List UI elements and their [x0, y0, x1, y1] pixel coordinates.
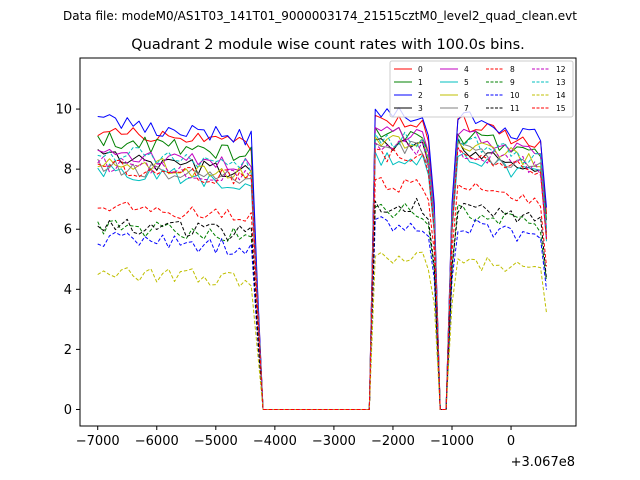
x-tick-label: −6000: [135, 434, 179, 449]
legend-label-7: 7: [464, 104, 469, 113]
legend-label-13: 13: [556, 78, 566, 87]
legend-label-8: 8: [510, 65, 515, 74]
plot-area: [80, 58, 576, 426]
legend-label-6: 6: [464, 91, 469, 100]
legend-label-1: 1: [418, 78, 423, 87]
legend-label-5: 5: [464, 78, 469, 87]
x-tick-label: −2000: [371, 434, 415, 449]
legend-label-10: 10: [510, 91, 520, 100]
legend-label-11: 11: [510, 104, 520, 113]
series-line-13: [97, 131, 547, 410]
y-axis: 0 2 4 6 8 10: [55, 103, 80, 418]
legend-label-2: 2: [418, 91, 423, 100]
series-line-9: [97, 202, 547, 410]
series-line-8: [97, 177, 547, 410]
x-tick-label: −5000: [194, 434, 238, 449]
chart-suptitle: Data file: modeM0/AS1T03_141T01_90000031…: [63, 9, 577, 23]
legend-label-9: 9: [510, 78, 515, 87]
x-tick-label: −3000: [312, 434, 356, 449]
x-axis: −7000 −6000 −5000 −4000 −3000 −2000 −1000 0: [76, 426, 515, 449]
x-tick-label: −1000: [430, 434, 474, 449]
x-tick-label: −7000: [76, 434, 120, 449]
legend-label-14: 14: [556, 91, 566, 100]
series-line-14: [97, 251, 547, 410]
y-tick-label: 0: [64, 403, 72, 418]
series-lines: [97, 107, 547, 410]
series-line-15: [97, 147, 547, 410]
x-tick-label: 0: [507, 434, 515, 449]
legend-label-0: 0: [418, 65, 423, 74]
series-line-12: [97, 139, 547, 410]
series-line-11: [97, 197, 547, 410]
x-offset-label: +3.067e8: [511, 455, 575, 470]
y-tick-label: 8: [64, 163, 72, 178]
y-tick-label: 4: [64, 283, 72, 298]
legend-label-12: 12: [556, 65, 566, 74]
x-tick-label: −4000: [253, 434, 297, 449]
chart-title: Quadrant 2 module wise count rates with …: [131, 37, 525, 53]
y-tick-label: 6: [64, 223, 72, 238]
legend-label-3: 3: [418, 104, 423, 113]
series-line-10: [97, 216, 547, 410]
legend-label-4: 4: [464, 65, 469, 74]
legend-box: [389, 60, 574, 118]
plot-frame: [79, 57, 577, 427]
y-tick-label: 2: [64, 343, 72, 358]
legend-label-15: 15: [556, 104, 566, 113]
y-tick-label: 10: [55, 103, 72, 118]
